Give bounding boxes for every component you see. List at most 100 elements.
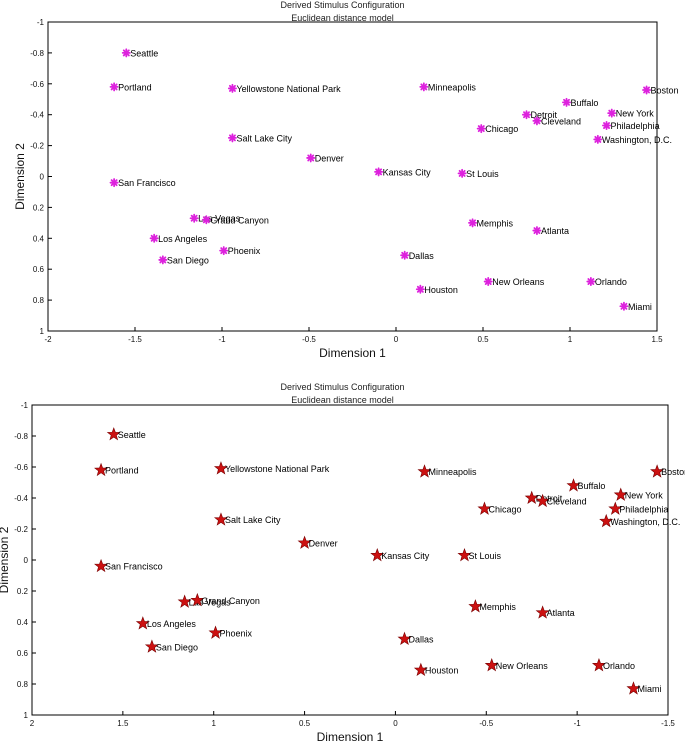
y-tick-label: 0.6 bbox=[17, 649, 29, 658]
point-label: Yellowstone National Park bbox=[236, 84, 341, 94]
star-marker bbox=[94, 462, 109, 477]
point-label: Denver bbox=[315, 153, 344, 163]
star-marker bbox=[397, 631, 412, 646]
point-label: Yellowstone National Park bbox=[225, 464, 330, 474]
y-tick-label: -0.2 bbox=[14, 525, 28, 534]
data-point: Denver bbox=[306, 153, 344, 163]
data-point: Cleveland bbox=[532, 116, 581, 126]
data-point: Boston bbox=[642, 85, 679, 95]
data-point: Dallas bbox=[400, 250, 434, 261]
plot-frame bbox=[47, 21, 658, 332]
asterisk-stroke bbox=[603, 122, 610, 129]
data-point: Buffalo bbox=[562, 98, 598, 108]
y-tick-label: 0.8 bbox=[17, 680, 29, 689]
star-marker bbox=[566, 478, 581, 492]
asterisk-stroke bbox=[220, 247, 228, 255]
x-tick-label: 0.5 bbox=[477, 335, 489, 344]
data-point: San Diego bbox=[144, 639, 198, 653]
star-marker bbox=[106, 427, 121, 441]
asterisk-stroke bbox=[458, 169, 466, 177]
data-point: Chicago bbox=[477, 501, 521, 515]
chart-title: Derived Stimulus Configuration bbox=[280, 382, 405, 392]
y-tick-label: -1 bbox=[37, 18, 45, 27]
data-point: Yellowstone National Park bbox=[213, 461, 330, 475]
point-label: Houston bbox=[424, 285, 458, 295]
point-label: San Diego bbox=[167, 255, 209, 265]
data-point: Salt Lake City bbox=[227, 133, 292, 143]
asterisk-stroke bbox=[484, 278, 492, 286]
star-marker bbox=[177, 594, 192, 608]
star-marker bbox=[213, 461, 228, 475]
y-tick-label: -0.4 bbox=[14, 494, 28, 503]
point-label: Boston bbox=[651, 85, 679, 95]
asterisk-stroke bbox=[375, 168, 383, 176]
data-point: Yellowstone National Park bbox=[227, 84, 341, 94]
data-point: St Louis bbox=[457, 168, 499, 179]
data-point: Los Angeles bbox=[135, 616, 197, 630]
x-tick-label: 1 bbox=[568, 335, 573, 344]
x-tick-label: -2 bbox=[44, 335, 52, 344]
star-marker bbox=[477, 501, 492, 515]
y-tick-label: 0.8 bbox=[33, 296, 45, 305]
point-label: Detroit bbox=[536, 494, 563, 504]
x-tick-label: -1.5 bbox=[128, 335, 142, 344]
data-point: Detroit bbox=[524, 490, 563, 504]
point-label: Atlanta bbox=[547, 608, 575, 618]
star-marker bbox=[457, 547, 472, 562]
point-label: Chicago bbox=[485, 124, 518, 134]
point-label: Salt Lake City bbox=[236, 133, 292, 143]
star-marker bbox=[417, 464, 432, 478]
data-point: New York bbox=[613, 487, 663, 501]
star-marker bbox=[524, 490, 539, 504]
star-marker bbox=[599, 513, 614, 528]
data-point: St Louis bbox=[457, 547, 501, 562]
point-label: Orlando bbox=[603, 661, 635, 671]
point-label: New York bbox=[616, 109, 655, 119]
star-marker bbox=[484, 658, 499, 672]
point-label: Denver bbox=[309, 538, 338, 548]
point-label: Phoenix bbox=[228, 246, 261, 256]
data-point: Detroit bbox=[522, 110, 558, 120]
y-tick-label: 0.2 bbox=[17, 587, 29, 596]
asterisk-stroke bbox=[122, 49, 130, 57]
asterisk-stroke bbox=[533, 117, 541, 125]
point-label: Kansas City bbox=[381, 551, 430, 561]
point-label: Washington, D.C. bbox=[610, 517, 680, 527]
x-tick-label: 2 bbox=[30, 719, 35, 728]
point-label: St Louis bbox=[468, 551, 501, 561]
y-tick-label: 0.4 bbox=[17, 618, 29, 627]
point-label: Las Vegas bbox=[189, 597, 232, 607]
y-tick-label: 0 bbox=[40, 173, 45, 182]
asterisk-stroke bbox=[594, 135, 602, 143]
x-axis-title: Dimension 1 bbox=[319, 346, 386, 360]
asterisk-stroke bbox=[643, 86, 651, 94]
point-label: Buffalo bbox=[578, 481, 606, 491]
point-label: Minneapolis bbox=[428, 82, 477, 92]
star-marker bbox=[213, 512, 228, 526]
star-marker bbox=[413, 662, 428, 677]
y-tick-label: -0.4 bbox=[30, 111, 44, 120]
y-axis-title: Dimension 2 bbox=[13, 143, 27, 210]
data-point: Seattle bbox=[106, 427, 146, 441]
data-point: Grand Canyon bbox=[201, 215, 269, 225]
data-point: Buffalo bbox=[566, 478, 606, 492]
x-tick-label: 0 bbox=[393, 719, 398, 728]
point-label: Portland bbox=[105, 466, 139, 476]
data-point: Atlanta bbox=[532, 226, 569, 236]
point-label: Orlando bbox=[595, 277, 627, 287]
asterisk-stroke bbox=[608, 109, 616, 117]
scatter-plot-top: -2 -1.5 -1 -0.5 0 0.5 1 1.5 -1 -0.8 -0.6 -0.4 -0.2 0 0… bbox=[13, 18, 679, 360]
point-label: Los Angeles bbox=[158, 234, 208, 244]
asterisk-stroke bbox=[620, 302, 628, 310]
point-label: Los Angeles bbox=[147, 619, 197, 629]
data-point: New York bbox=[607, 109, 655, 119]
point-label: Phoenix bbox=[220, 628, 253, 638]
star-marker bbox=[613, 487, 628, 501]
chart-panel-bottom: Derived Stimulus Configuration Euclidean… bbox=[0, 380, 685, 753]
star-marker bbox=[650, 464, 665, 478]
x-tick-label: 0.5 bbox=[299, 719, 311, 728]
data-point: Las Vegas bbox=[189, 214, 241, 224]
data-point: Miami bbox=[619, 301, 652, 312]
data-point: Denver bbox=[297, 535, 338, 549]
point-label: Kansas City bbox=[383, 167, 432, 177]
